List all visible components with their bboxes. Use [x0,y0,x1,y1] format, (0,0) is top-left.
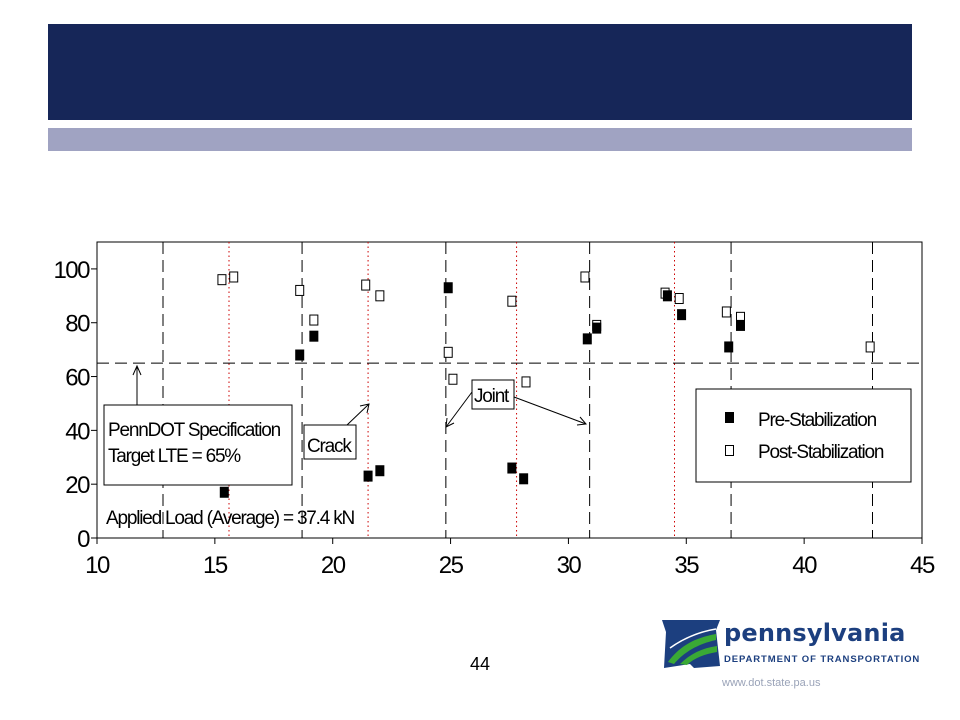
post-stabilization-point [448,373,458,385]
post-stabilization-point [309,314,319,326]
pre-stabilization-point [309,330,319,342]
x-tick-label: 25 [439,552,464,579]
x-tick-label: 20 [321,552,346,579]
legend-marker-post [725,445,734,456]
y-tick-label: 40 [65,418,90,445]
plot-frame [96,241,923,539]
spec-label-box [103,404,293,486]
pre-stabilization-point [443,282,453,294]
joint-label-box [471,379,515,410]
legend-label-post: Post-Stabilization [758,442,884,463]
legend-marker-pre [725,412,734,423]
website-url: www.dot.state.pa.us [722,677,821,689]
logo-subtitle: DEPARTMENT OF TRANSPORTATION [724,654,921,665]
pre-stabilization-point [582,333,592,345]
x-tick-label: 15 [203,552,228,579]
pre-stabilization-point [662,290,672,302]
post-stabilization-point [295,284,305,296]
pre-stabilization-point [519,473,529,485]
post-stabilization-point [865,341,875,353]
joint-label: Joint [474,386,510,407]
penndot-logo: pennsylvania DEPARTMENT OF TRANSPORTATIO… [660,618,920,670]
y-tick-label: 60 [65,365,90,392]
post-stabilization-point [674,293,684,305]
post-stabilization-point [721,306,731,318]
x-tick-label: 30 [557,552,582,579]
post-stabilization-point [580,271,590,283]
subtitle-band [48,128,912,151]
pre-stabilization-point [592,322,602,334]
pre-stabilization-point [375,465,385,477]
y-tick-label: 0 [77,526,90,553]
post-stabilization-point [443,346,453,358]
crack-label: Crack [307,436,352,457]
joint-arrowhead-left [445,417,455,428]
logo-wordmark: pennsylvania [724,619,906,647]
spec-label-line1: PennDOT Specification [108,420,281,441]
post-stabilization-point [507,295,517,307]
crack-arrow [346,403,370,426]
joint-arrow-right [513,396,587,425]
title-band [48,24,912,120]
joint-arrow-left [445,391,473,428]
y-tick-label: 100 [53,257,90,284]
post-stabilization-point [521,376,531,388]
x-tick-label: 10 [85,552,110,579]
post-stabilization-point [375,290,385,302]
x-tick-label: 35 [674,552,699,579]
y-tick-label: 20 [65,472,90,499]
x-tick-label: 45 [910,552,935,579]
pre-stabilization-point [724,341,734,353]
spec-arrowhead [132,364,142,376]
legend-box [695,388,912,483]
pre-stabilization-point [677,309,687,321]
legend-label-pre: Pre-Stabilization [758,410,877,431]
joint-arrowhead-right [576,416,587,426]
post-stabilization-point [361,279,371,291]
page-number: 44 [470,654,491,674]
y-tick-label: 80 [65,311,90,338]
spec-label-line2: Target LTE = 65% [108,446,241,467]
pre-stabilization-point [219,486,229,498]
pre-stabilization-point [295,349,305,361]
pre-stabilization-point [363,470,373,482]
crack-arrowhead [359,403,370,414]
crack-label-box [303,424,357,460]
x-tick-label: 40 [792,552,817,579]
keystone-icon [662,620,720,668]
post-stabilization-point [229,271,239,283]
applied-load-label: Applied Load (Average) = 37.4 kN [106,508,354,529]
post-stabilization-point [217,274,227,286]
pre-stabilization-point [507,462,517,474]
pre-stabilization-point [736,319,745,331]
